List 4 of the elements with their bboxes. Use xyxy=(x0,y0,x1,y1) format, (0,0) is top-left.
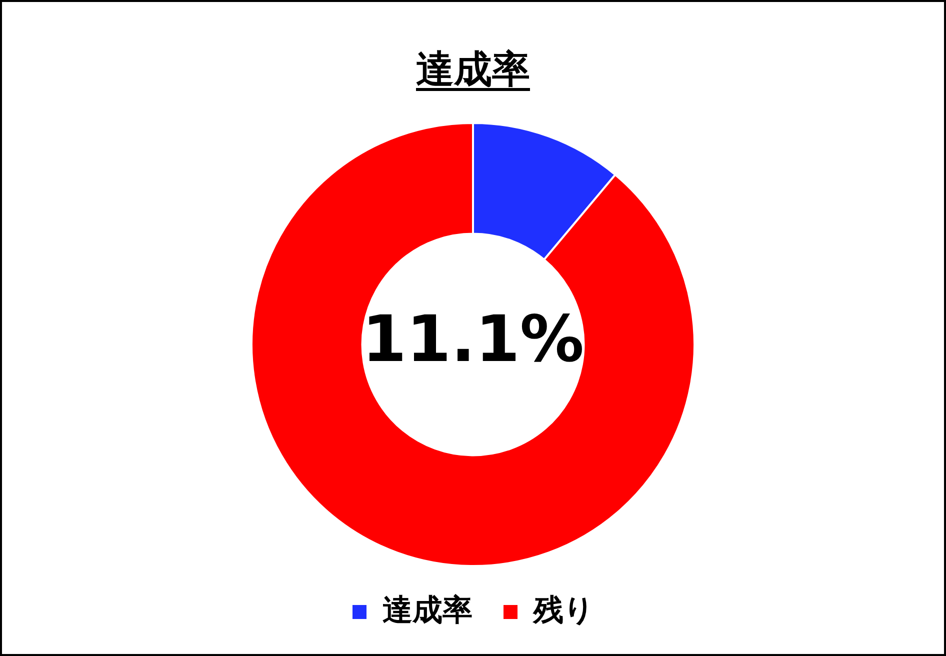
text: 11.1% xyxy=(362,303,584,378)
legend-label: 残り xyxy=(532,592,594,628)
chart-title: 達成率 xyxy=(416,47,530,91)
legend-label: 達成率 xyxy=(382,592,472,628)
